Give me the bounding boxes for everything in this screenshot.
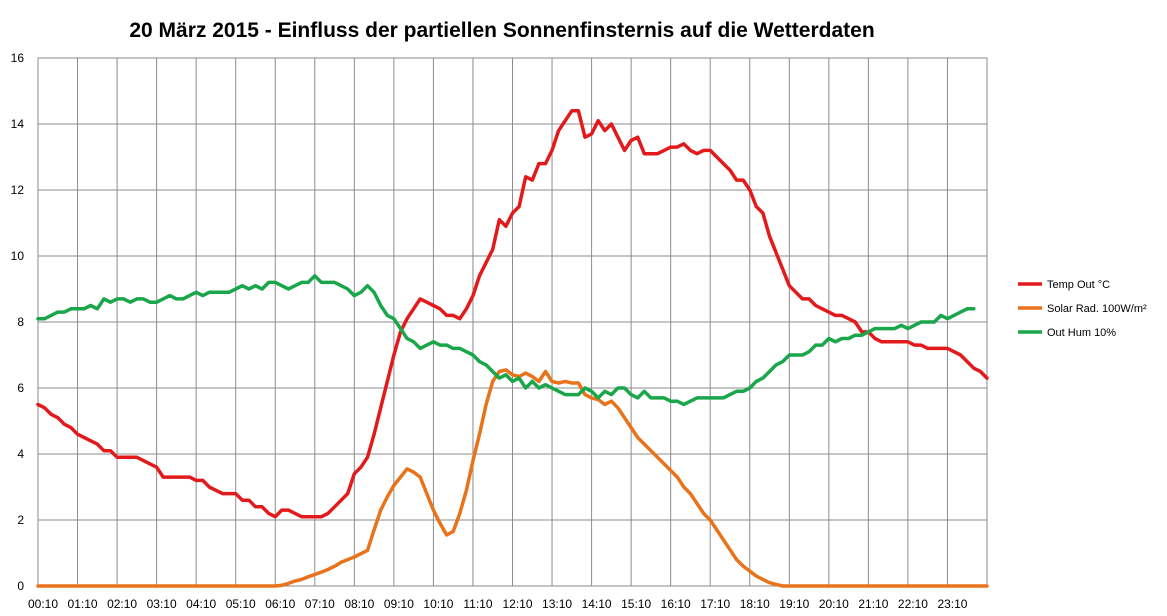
grid-lines <box>38 58 987 586</box>
x-tick-label: 08:10 <box>344 597 374 611</box>
x-tick-label: 22:10 <box>898 597 928 611</box>
x-tick-label: 20:10 <box>819 597 849 611</box>
x-tick-label: 02:10 <box>107 597 137 611</box>
x-axis-ticks: 00:10 01:10 02:10 03:10 04:10 05:10 06:10 07:10… <box>28 597 968 611</box>
x-tick-label: 06:10 <box>265 597 295 611</box>
y-tick-label: 6 <box>17 381 24 395</box>
legend: Temp Out °C Solar Rad. 100W/m² Out Hum 10% <box>1018 279 1147 339</box>
plot-area-border <box>37 57 988 587</box>
x-tick-label: 23:10 <box>937 597 967 611</box>
x-tick-label: 12:10 <box>502 597 532 611</box>
x-tick-label: 10:10 <box>423 597 453 611</box>
x-tick-label: 05:10 <box>226 597 256 611</box>
legend-label: Out Hum 10% <box>1047 327 1116 339</box>
series-line-1 <box>36 109 989 519</box>
y-tick-label: 0 <box>17 579 24 593</box>
x-tick-label: 18:10 <box>740 597 770 611</box>
legend-label: Solar Rad. 100W/m² <box>1047 303 1147 315</box>
x-tick-label: 07:10 <box>305 597 335 611</box>
x-tick-label: 15:10 <box>621 597 651 611</box>
y-axis-ticks: 0 2 4 6 8 10 12 14 16 <box>11 51 25 593</box>
chart-title: 20 März 2015 - Einfluss der partiellen S… <box>129 19 874 42</box>
legend-label: Temp Out °C <box>1047 279 1110 291</box>
x-tick-label: 14:10 <box>582 597 612 611</box>
x-tick-label: 11:10 <box>463 597 492 611</box>
y-tick-label: 2 <box>17 513 24 527</box>
y-tick-label: 14 <box>11 117 25 131</box>
x-tick-label: 19:10 <box>779 597 809 611</box>
x-tick-label: 21:10 <box>858 597 888 611</box>
y-tick-label: 16 <box>11 51 25 65</box>
x-tick-label: 17:10 <box>700 597 730 611</box>
y-tick-label: 4 <box>17 447 24 461</box>
x-tick-label: 01:10 <box>68 597 98 611</box>
x-tick-label: 00:10 <box>28 597 58 611</box>
x-tick-label: 13:10 <box>542 597 572 611</box>
y-tick-label: 10 <box>11 249 25 263</box>
x-tick-label: 03:10 <box>147 597 177 611</box>
series-lines <box>36 109 989 588</box>
series-line-3 <box>36 274 976 407</box>
x-tick-label: 09:10 <box>384 597 414 611</box>
series-line-2 <box>36 368 989 588</box>
x-tick-label: 04:10 <box>186 597 216 611</box>
x-tick-label: 16:10 <box>661 597 691 611</box>
y-tick-label: 8 <box>17 315 24 329</box>
y-tick-label: 12 <box>11 183 25 197</box>
